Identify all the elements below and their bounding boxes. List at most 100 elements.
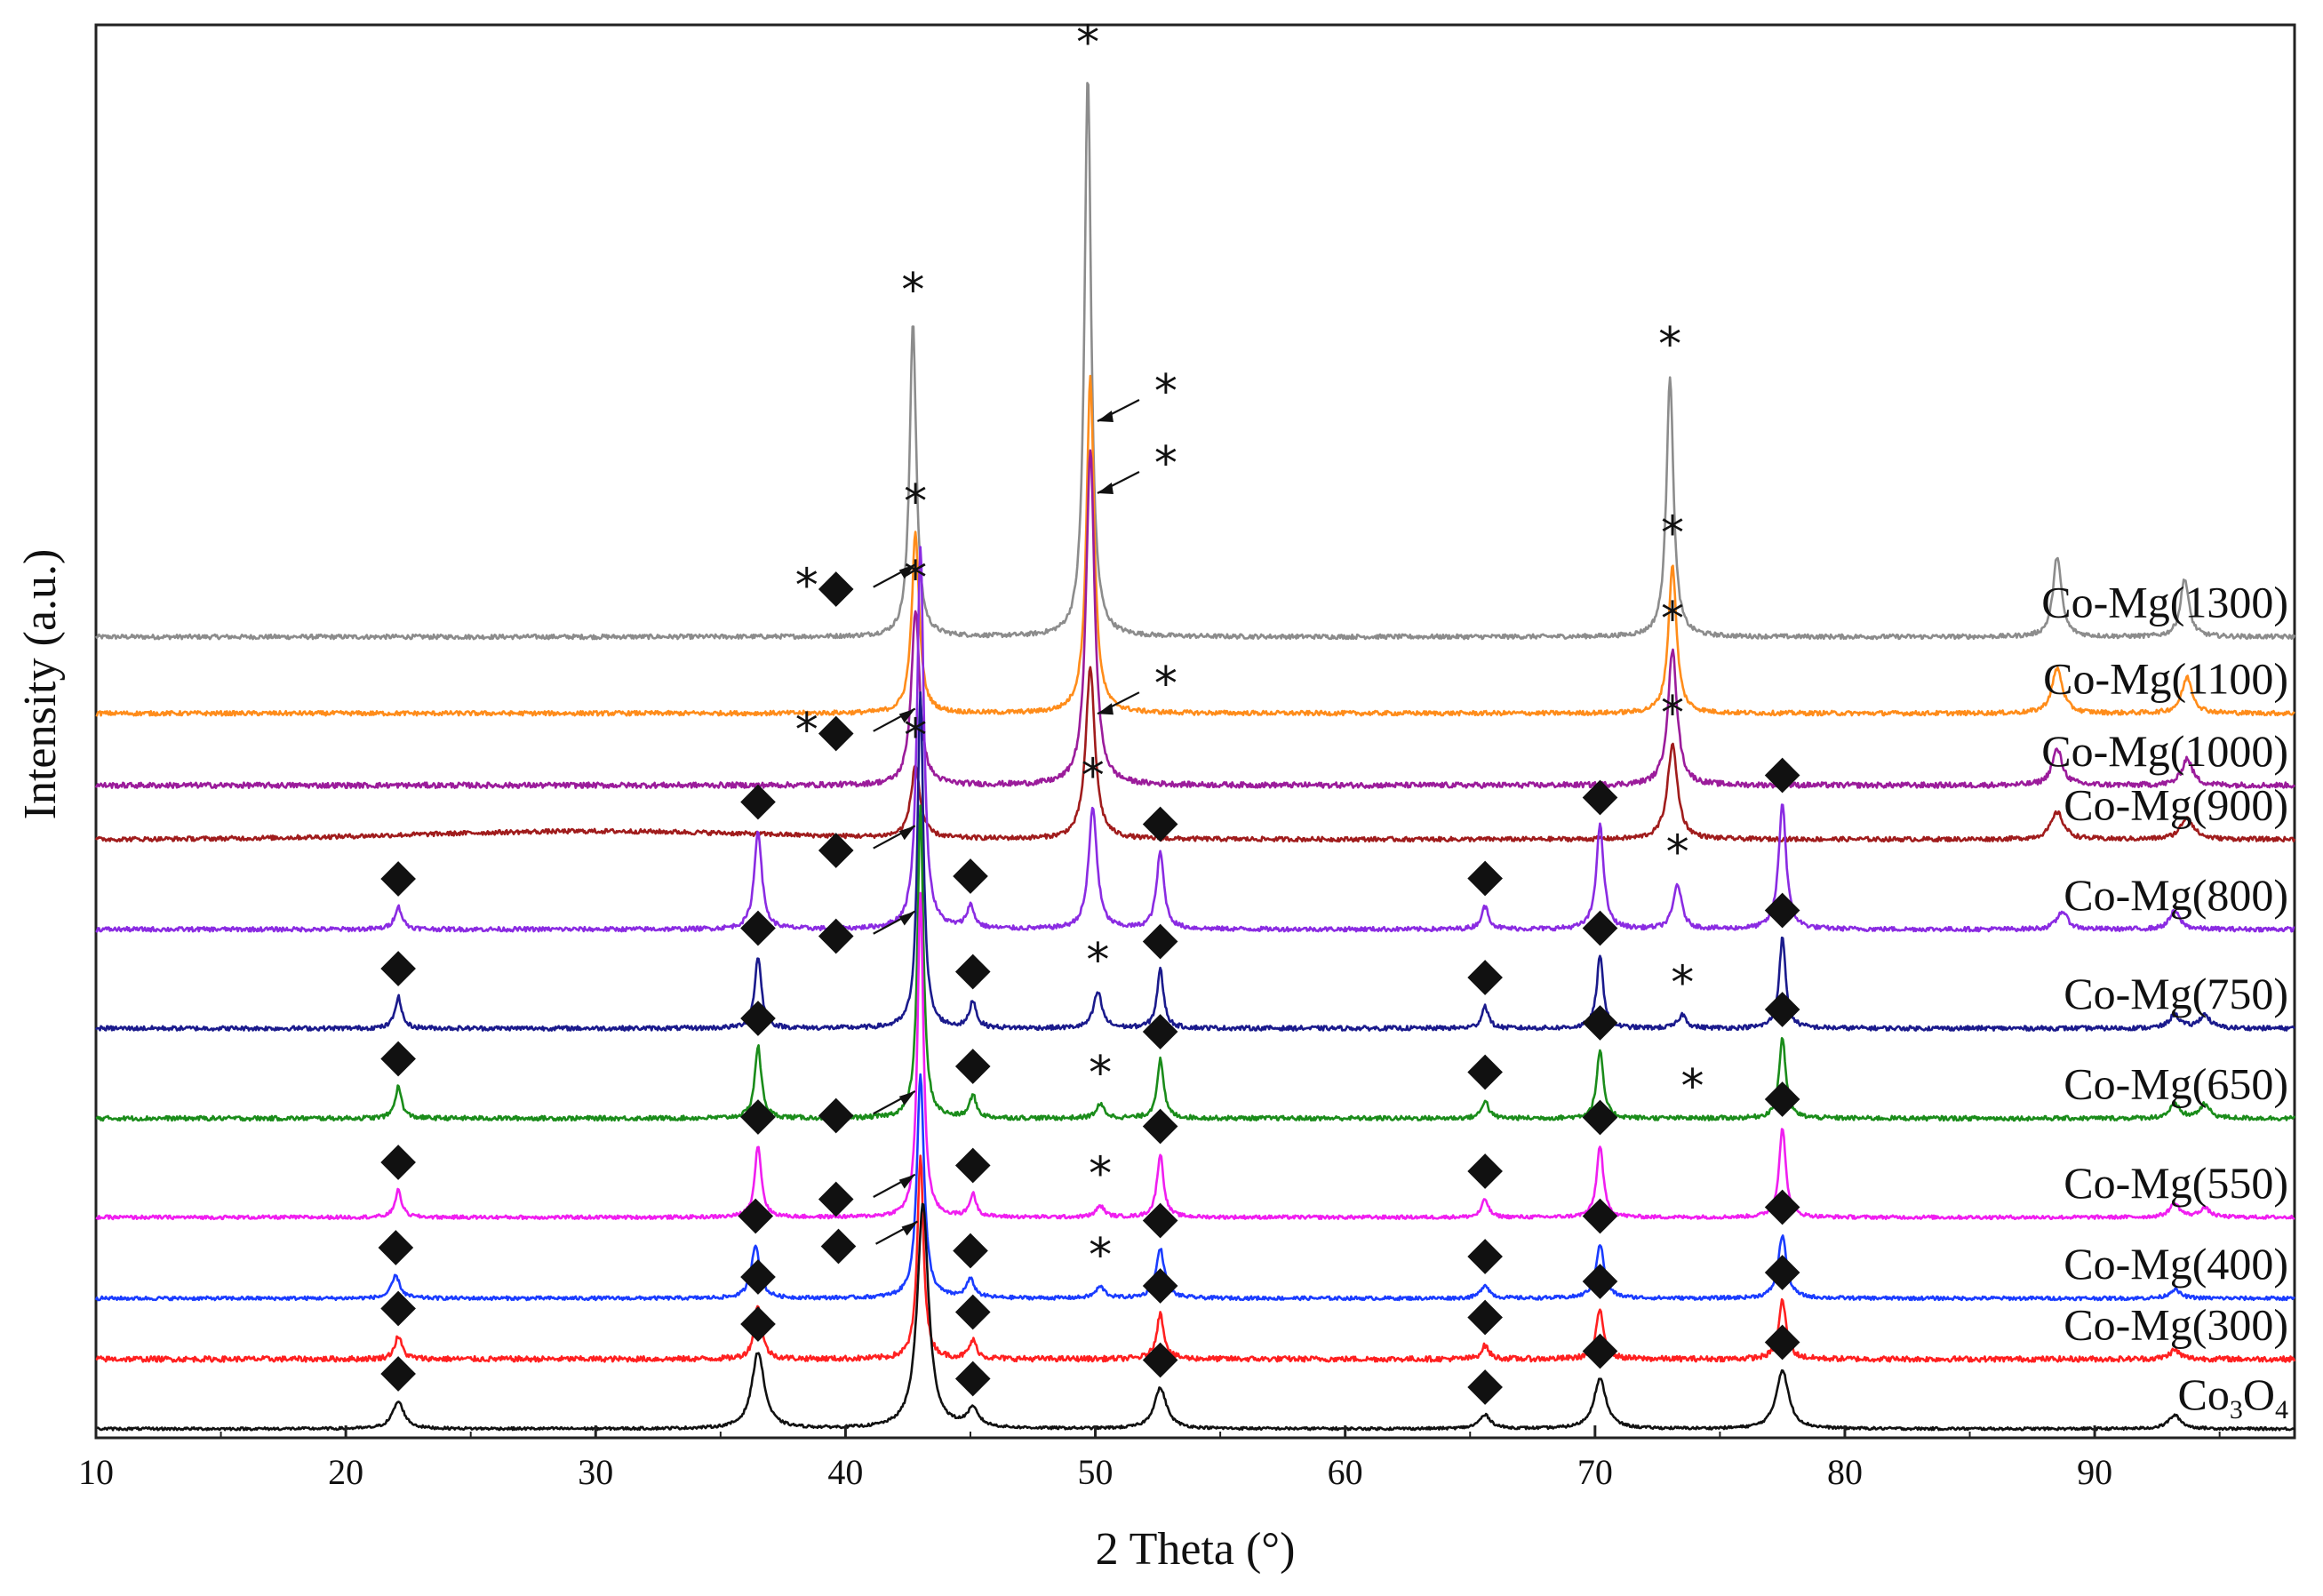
- peak-marker: ◆: [380, 849, 416, 902]
- peak-marker: ◆: [1765, 979, 1800, 1033]
- peak-marker: ◆: [1765, 746, 1800, 799]
- marker-arrowhead: [901, 1221, 918, 1236]
- x-tick-label: 70: [1577, 1452, 1613, 1492]
- series-label: Co-Mg(750): [2064, 969, 2288, 1018]
- peak-marker: ◆: [821, 1217, 857, 1270]
- peak-marker: ◆: [955, 1136, 991, 1189]
- markers-group: ********** **◆◆◆*◆◆◆*◆*◆◆◆◆ * ◆◆◆*◆*◆◆◆◆ *◆◆…: [378, 16, 1800, 1410]
- peak-marker: *◆: [795, 704, 854, 757]
- peak-marker: ◆: [378, 1218, 413, 1272]
- series-label: Co-Mg(1000): [2041, 726, 2288, 776]
- traces-group: [94, 82, 2296, 1432]
- peak-marker: ◆: [1467, 1288, 1503, 1341]
- series-line: [95, 374, 2295, 717]
- peak-marker: *: [1086, 934, 1109, 987]
- marker-arrowhead: [898, 826, 915, 841]
- peak-marker: ◆: [1467, 1141, 1503, 1194]
- peak-marker: ◆: [818, 821, 854, 874]
- peak-marker: *: [1154, 658, 1177, 711]
- series-line: [95, 891, 2295, 1221]
- peak-marker: *: [1154, 365, 1177, 419]
- series-line: [94, 690, 2295, 1032]
- peak-marker: ◆: [740, 1294, 776, 1347]
- marker-arrowhead: [1097, 411, 1114, 423]
- peak-marker: ◆: [380, 939, 416, 993]
- peak-marker: ◆: [1582, 1088, 1617, 1141]
- x-tick-label: 30: [578, 1452, 613, 1492]
- peak-marker: ◆: [740, 1247, 776, 1300]
- peak-marker: ◆: [380, 1029, 416, 1082]
- x-axis: 10 20 30 40 50 60 70 80 90: [78, 1425, 2221, 1492]
- peak-marker: ◆: [380, 1279, 416, 1332]
- peak-marker: ◆: [1582, 1252, 1617, 1305]
- peak-marker: ◆: [1143, 912, 1178, 965]
- peak-marker: ◆: [1143, 1191, 1178, 1244]
- series-line: [94, 666, 2296, 843]
- peak-marker: ◆: [1765, 1070, 1800, 1123]
- series-line: [94, 82, 2296, 641]
- peak-marker: *: [1089, 1047, 1112, 1100]
- peak-marker: *: [1680, 1060, 1704, 1113]
- peak-marker: ◆: [1582, 1186, 1617, 1240]
- peak-marker: *: [1076, 16, 1099, 69]
- peak-marker: ◆: [1467, 1042, 1503, 1096]
- peak-marker: ◆: [380, 1132, 416, 1185]
- peak-marker: *: [1658, 318, 1681, 371]
- peak-marker: ◆: [1582, 993, 1617, 1046]
- peak-marker: ◆: [1582, 1321, 1617, 1375]
- peak-marker: ◆: [1143, 1001, 1178, 1055]
- peak-marker: ◆: [818, 906, 854, 960]
- x-tick-label: 80: [1827, 1452, 1863, 1492]
- peak-marker: *: [1661, 507, 1684, 561]
- y-axis-title: Intensity (a.u.): [15, 549, 66, 820]
- peak-marker: ◆: [953, 846, 988, 899]
- peak-marker: *: [1666, 826, 1689, 879]
- x-tick-label: 10: [78, 1452, 114, 1492]
- marker-arrowhead: [898, 1090, 915, 1105]
- series-label: Co-Mg(900): [2064, 780, 2288, 830]
- series-label: Co-Mg(300): [2064, 1299, 2288, 1349]
- series-label: Co-Mg(1100): [2043, 654, 2288, 704]
- marker-arrowhead: [898, 911, 915, 926]
- series-line: [95, 804, 2296, 1122]
- x-axis-title: 2 Theta (°): [1096, 1524, 1296, 1575]
- peak-marker: ◆: [1582, 898, 1617, 952]
- x-tick-label: 40: [827, 1452, 863, 1492]
- peak-marker: ◆: [740, 772, 776, 826]
- series-label: Co3O4: [2178, 1369, 2288, 1424]
- x-tick-label: 50: [1078, 1452, 1114, 1492]
- marker-arrowhead: [1097, 703, 1114, 715]
- peak-marker: ◆: [1143, 1257, 1178, 1310]
- peak-marker: *: [1089, 1148, 1112, 1201]
- peak-marker: *: [1089, 1229, 1112, 1282]
- marker-arrowhead: [898, 708, 915, 723]
- peak-marker: *: [1671, 957, 1694, 1010]
- peak-marker: *: [904, 475, 927, 529]
- peak-marker: ◆: [955, 942, 991, 995]
- peak-marker: ◆: [1765, 1177, 1800, 1231]
- series-label: Co-Mg(400): [2064, 1239, 2288, 1289]
- peak-marker: ◆: [955, 1037, 991, 1090]
- peak-marker: ◆: [1582, 768, 1617, 821]
- plot-frame: [94, 23, 2296, 1440]
- peak-marker: ◆: [740, 898, 776, 952]
- series-line: [94, 1073, 2295, 1302]
- series-labels-group: Co-Mg(1300) Co-Mg(1100) Co-Mg(1000)Co-Mg(9…: [2041, 578, 2288, 1424]
- peak-marker: ◆: [1143, 1097, 1178, 1150]
- peak-marker: ◆: [953, 1221, 988, 1274]
- peak-marker: *: [901, 264, 924, 317]
- marker-arrowhead: [898, 1174, 915, 1189]
- peak-marker: ◆: [1765, 1313, 1800, 1366]
- peak-marker: ◆: [740, 988, 776, 1041]
- series-line: [95, 1202, 2295, 1432]
- x-tick-label: 90: [2077, 1452, 2112, 1492]
- peak-marker: *: [904, 552, 927, 605]
- series-line: [95, 1154, 2296, 1363]
- peak-marker: *: [1661, 687, 1684, 740]
- peak-marker: ◆: [1765, 1243, 1800, 1297]
- peak-marker: ◆: [1765, 881, 1800, 934]
- series-label: Co-Mg(550): [2064, 1158, 2288, 1208]
- series-line: [95, 546, 2295, 933]
- series-label: Co-Mg(1300): [2041, 578, 2288, 627]
